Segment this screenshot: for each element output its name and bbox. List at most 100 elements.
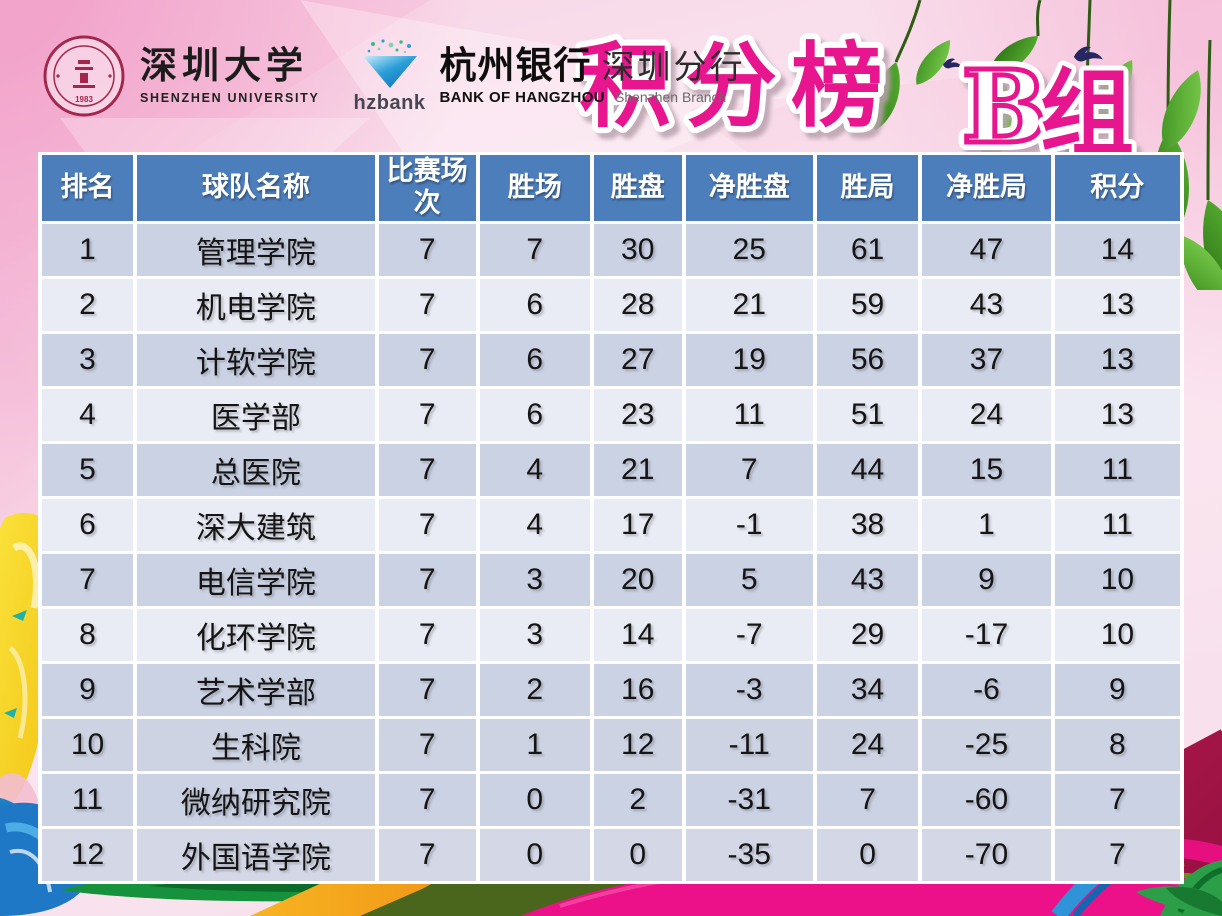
set-diff-cell: 25: [685, 224, 813, 276]
wins-cell: 4: [479, 444, 590, 496]
points-cell: 8: [1054, 719, 1180, 771]
wins-cell: 4: [479, 499, 590, 551]
points-cell: 13: [1054, 389, 1180, 441]
set-diff-cell: -3: [685, 664, 813, 716]
points-cell: 10: [1054, 554, 1180, 606]
col-header-rank: 排名: [42, 155, 134, 221]
table-row: 8 化环学院 7 3 14 -7 29 -17 10: [42, 609, 1180, 661]
points-cell: 11: [1054, 444, 1180, 496]
game-diff-cell: 15: [922, 444, 1051, 496]
points-cell: 11: [1054, 499, 1180, 551]
wins-cell: 6: [479, 334, 590, 386]
set-wins-cell: 17: [593, 499, 682, 551]
col-header-game-wins: 胜局: [816, 155, 919, 221]
rank-cell: 1: [42, 224, 134, 276]
szu-name-en: SHENZHEN UNIVERSITY: [140, 91, 320, 105]
set-diff-cell: -1: [685, 499, 813, 551]
game-wins-cell: 56: [816, 334, 919, 386]
table-row: 1 管理学院 7 7 30 25 61 47 14: [42, 224, 1180, 276]
set-wins-cell: 0: [593, 829, 682, 881]
game-wins-cell: 7: [816, 774, 919, 826]
set-diff-cell: -7: [685, 609, 813, 661]
sponsor-banner: 1983 深圳大学 SHENZHEN UNIVERSITY: [42, 28, 745, 124]
team-name-cell: 生科院: [137, 719, 375, 771]
standings-body: 1 管理学院 7 7 30 25 61 47 14 2 机电学院 7 6 28 …: [42, 224, 1180, 881]
set-diff-cell: 7: [685, 444, 813, 496]
set-wins-cell: 16: [593, 664, 682, 716]
set-diff-cell: 5: [685, 554, 813, 606]
set-wins-cell: 20: [593, 554, 682, 606]
game-diff-cell: 9: [922, 554, 1051, 606]
set-wins-cell: 27: [593, 334, 682, 386]
hzbank-wordmark: hzbank: [353, 91, 426, 114]
team-name-cell: 化环学院: [137, 609, 375, 661]
table-row: 11 微纳研究院 7 0 2 -31 7 -60 7: [42, 774, 1180, 826]
game-wins-cell: 59: [816, 279, 919, 331]
team-name-cell: 机电学院: [137, 279, 375, 331]
rank-cell: 8: [42, 609, 134, 661]
table-row: 2 机电学院 7 6 28 21 59 43 13: [42, 279, 1180, 331]
rank-cell: 5: [42, 444, 134, 496]
table-row: 10 生科院 7 1 12 -11 24 -25 8: [42, 719, 1180, 771]
svg-text:B: B: [962, 48, 1047, 166]
game-wins-cell: 24: [816, 719, 919, 771]
table-header: 排名 球队名称 比赛场次 胜场 胜盘 净胜盘 胜局 净胜局 积分: [42, 155, 1180, 221]
wins-cell: 7: [479, 224, 590, 276]
rank-cell: 12: [42, 829, 134, 881]
svg-text:组: 组: [1040, 61, 1134, 166]
wins-cell: 0: [479, 829, 590, 881]
points-cell: 7: [1054, 829, 1180, 881]
table-row: 4 医学部 7 6 23 11 51 24 13: [42, 389, 1180, 441]
matches-cell: 7: [378, 389, 476, 441]
col-header-set-diff: 净胜盘: [685, 155, 813, 221]
table-row: 5 总医院 7 4 21 7 44 15 11: [42, 444, 1180, 496]
team-name-cell: 微纳研究院: [137, 774, 375, 826]
wins-cell: 1: [479, 719, 590, 771]
matches-cell: 7: [378, 279, 476, 331]
points-cell: 10: [1054, 609, 1180, 661]
points-cell: 13: [1054, 279, 1180, 331]
game-wins-cell: 43: [816, 554, 919, 606]
set-wins-cell: 14: [593, 609, 682, 661]
svg-text:1983: 1983: [75, 95, 93, 104]
rank-cell: 3: [42, 334, 134, 386]
team-name-cell: 计软学院: [137, 334, 375, 386]
matches-cell: 7: [378, 554, 476, 606]
set-diff-cell: -31: [685, 774, 813, 826]
hzbank-name-en: BANK OF HANGZHOU: [439, 88, 606, 106]
standings-table-container: 排名 球队名称 比赛场次 胜场 胜盘 净胜盘 胜局 净胜局 积分 1 管理学院 …: [38, 152, 1184, 884]
set-diff-cell: 11: [685, 389, 813, 441]
table-row: 6 深大建筑 7 4 17 -1 38 1 11: [42, 499, 1180, 551]
matches-cell: 7: [378, 224, 476, 276]
team-name-cell: 管理学院: [137, 224, 375, 276]
rank-cell: 4: [42, 389, 134, 441]
wins-cell: 3: [479, 554, 590, 606]
hzbank-name-cn: 杭州银行: [439, 44, 592, 86]
game-diff-cell: 37: [922, 334, 1051, 386]
team-name-cell: 电信学院: [137, 554, 375, 606]
standings-table: 排名 球队名称 比赛场次 胜场 胜盘 净胜盘 胜局 净胜局 积分 1 管理学院 …: [38, 152, 1184, 884]
game-wins-cell: 38: [816, 499, 919, 551]
points-cell: 14: [1054, 224, 1180, 276]
table-row: 12 外国语学院 7 0 0 -35 0 -70 7: [42, 829, 1180, 881]
wins-cell: 2: [479, 664, 590, 716]
points-cell: 13: [1054, 334, 1180, 386]
rank-cell: 6: [42, 499, 134, 551]
matches-cell: 7: [378, 829, 476, 881]
team-name-cell: 外国语学院: [137, 829, 375, 881]
game-wins-cell: 29: [816, 609, 919, 661]
wins-cell: 6: [479, 389, 590, 441]
matches-cell: 7: [378, 444, 476, 496]
table-row: 7 电信学院 7 3 20 5 43 9 10: [42, 554, 1180, 606]
set-wins-cell: 28: [593, 279, 682, 331]
game-diff-cell: 24: [922, 389, 1051, 441]
matches-cell: 7: [378, 719, 476, 771]
col-header-match-wins: 胜场: [479, 155, 590, 221]
game-wins-cell: 44: [816, 444, 919, 496]
col-header-matches-played: 比赛场次: [378, 155, 476, 221]
svg-text:B: B: [962, 48, 1047, 166]
rank-cell: 10: [42, 719, 134, 771]
game-wins-cell: 0: [816, 829, 919, 881]
game-wins-cell: 61: [816, 224, 919, 276]
